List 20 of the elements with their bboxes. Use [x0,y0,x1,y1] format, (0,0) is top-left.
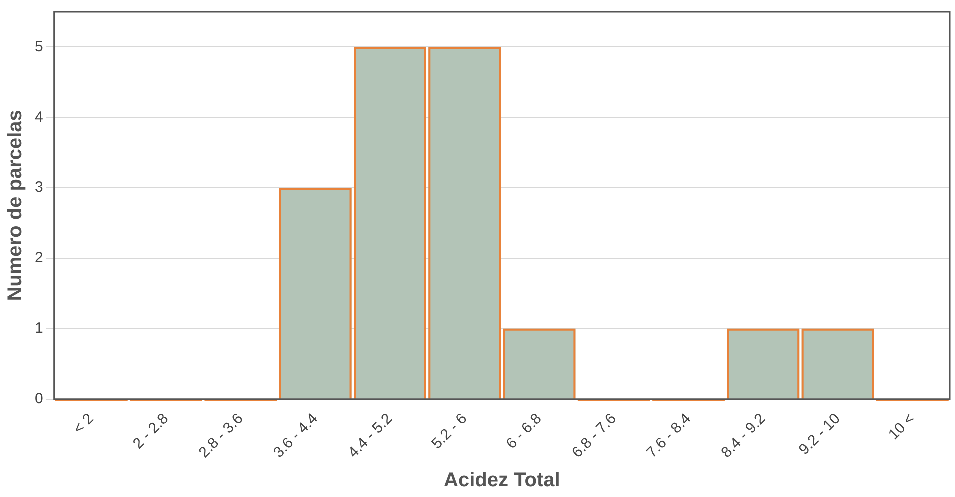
x-tick-label: 3.6 - 4.4 [270,410,322,462]
x-tick-label: 4.4 - 5.2 [345,410,396,462]
x-tick-label: 10 < [885,410,919,444]
x-axis-title: Acidez Total [444,470,560,492]
x-tick-label: 2.8 - 3.6 [196,410,247,462]
y-tick-label: 2 [35,250,44,267]
y-tick-label: 4 [35,108,44,126]
y-tick-label: 0 [35,390,44,408]
x-tick-label: 6 - 6.8 [503,410,546,453]
x-tick-label: 8.4 - 9.2 [718,410,770,462]
x-tick-label: < 2 [70,410,98,438]
y-axis-title: Numero de parcelas [4,110,27,302]
x-tick-label: 7.6 - 8.4 [644,410,695,462]
x-tick-label: 6.8 - 7.6 [568,410,620,462]
x-tick-label: 9.2 - 10 [796,410,844,458]
y-tick-label: 3 [35,179,44,196]
y-tick-label: 5 [35,38,44,56]
x-tick-label: 5.2 - 6 [428,410,471,453]
y-tick-label: 1 [35,320,44,338]
x-tick-label: 2 - 2.8 [130,410,172,453]
